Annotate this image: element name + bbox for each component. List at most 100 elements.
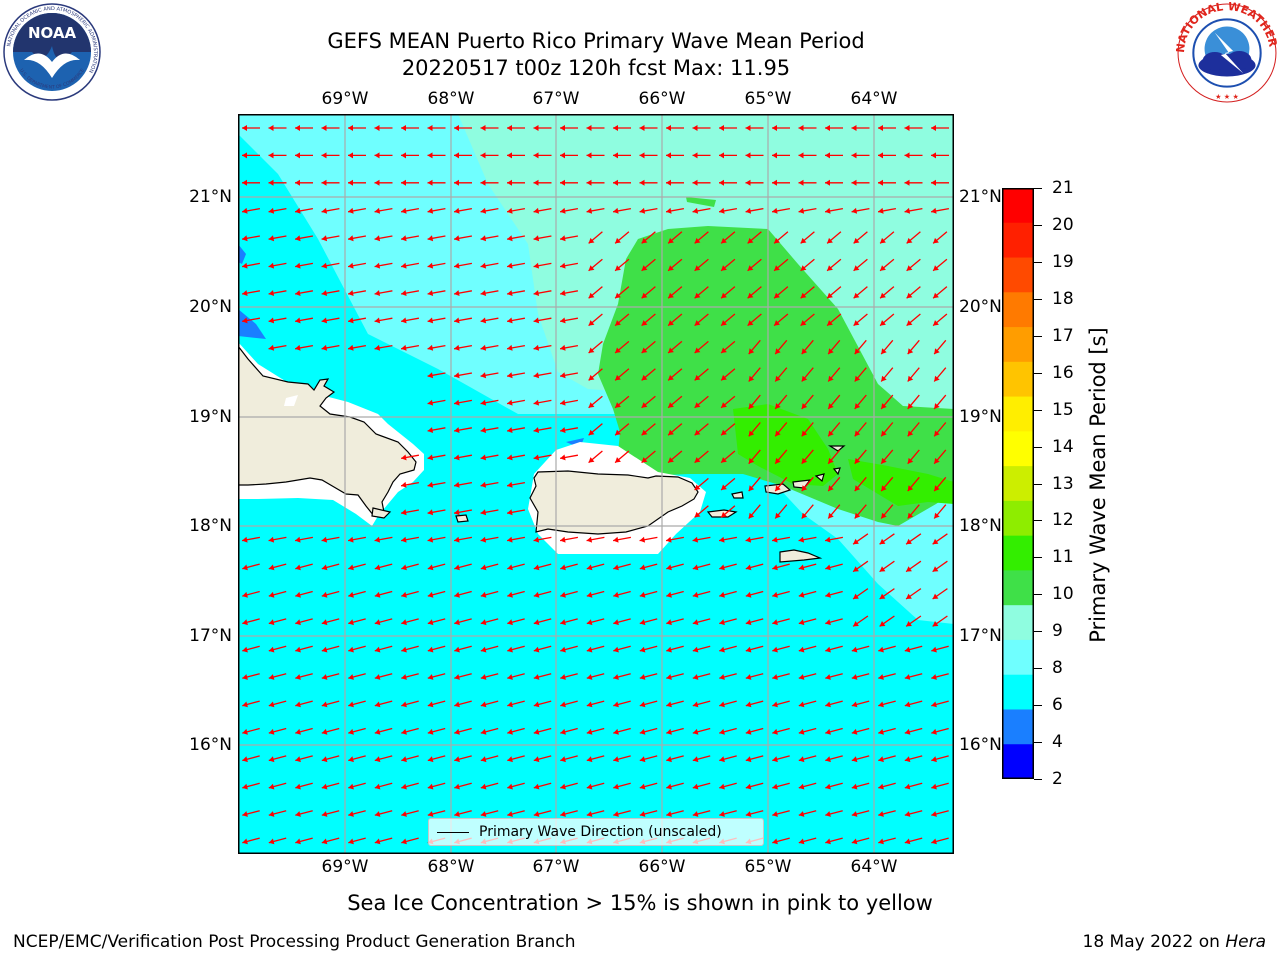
wave-direction-arrowhead bbox=[906, 265, 913, 271]
wave-direction-arrowhead bbox=[827, 237, 833, 244]
wave-direction-arrowhead bbox=[533, 125, 539, 131]
wave-direction-arrowhead bbox=[507, 427, 513, 433]
wave-direction-arrowhead bbox=[401, 125, 406, 131]
wave-direction-arrowhead bbox=[427, 701, 434, 708]
wave-direction-arrowhead bbox=[851, 179, 857, 186]
wave-direction-arrowhead bbox=[507, 454, 513, 461]
wave-direction-arrowhead bbox=[641, 292, 648, 299]
wave-direction-arrowhead bbox=[268, 179, 274, 186]
wave-direction-arrowhead bbox=[825, 591, 831, 598]
lon-label-top: 65°W bbox=[744, 89, 792, 109]
generation-date-text: 18 May 2022 on bbox=[1082, 932, 1226, 952]
wave-direction-arrowhead bbox=[907, 485, 914, 492]
wave-direction-arrowhead bbox=[427, 728, 434, 735]
wave-direction-arrowhead bbox=[533, 536, 540, 543]
wave-direction-arrowhead bbox=[745, 536, 752, 543]
land-st-croix bbox=[779, 549, 823, 563]
wave-direction-arrowhead bbox=[374, 701, 381, 708]
wave-direction-arrowhead bbox=[719, 207, 725, 214]
wave-direction-arrowhead bbox=[772, 207, 778, 214]
noaa-logo-text: NOAA bbox=[28, 24, 77, 42]
wave-direction-arrowhead bbox=[907, 457, 914, 464]
wave-direction-arrowhead bbox=[879, 538, 886, 545]
wave-direction-arrowhead bbox=[798, 674, 805, 680]
wave-direction-arrowhead bbox=[639, 701, 646, 708]
wave-direction-arrowhead bbox=[719, 619, 725, 626]
wave-direction-arrowhead bbox=[613, 728, 619, 735]
wave-direction-arrowhead bbox=[295, 619, 301, 626]
wave-direction-arrowhead bbox=[507, 811, 513, 817]
wave-direction-arrowhead bbox=[772, 564, 778, 571]
colorbar-tick-label: 14 bbox=[1052, 436, 1074, 457]
colorbar-cell bbox=[1002, 188, 1034, 224]
wave-direction-arrowhead bbox=[878, 152, 883, 159]
wave-direction-arrowhead bbox=[721, 429, 727, 436]
wave-direction-arrowhead bbox=[348, 344, 354, 351]
wave-direction-arrowhead bbox=[321, 838, 328, 845]
wave-direction-arrowhead bbox=[533, 179, 539, 186]
wave-direction-arrowhead bbox=[854, 512, 861, 519]
wave-direction-arrowhead bbox=[321, 646, 328, 653]
wave-direction-arrowhead bbox=[560, 728, 566, 735]
wave-direction-arrowhead bbox=[242, 564, 248, 571]
wave-direction-arrowhead bbox=[401, 619, 407, 626]
wave-direction-arrowhead bbox=[931, 783, 937, 790]
wave-direction-arrowhead bbox=[878, 701, 884, 708]
wave-direction-arrowhead bbox=[560, 344, 566, 351]
wave-direction-arrowhead bbox=[931, 756, 937, 763]
wave-direction-arrowhead bbox=[719, 728, 725, 735]
wave-direction-arrowhead bbox=[825, 179, 830, 186]
colorbar-tick-mark bbox=[1034, 261, 1042, 263]
wave-direction-arrowhead bbox=[878, 838, 884, 845]
colorbar-cell bbox=[1002, 222, 1034, 259]
land-puerto-rico bbox=[529, 470, 699, 535]
wave-direction-arrowhead bbox=[507, 536, 513, 543]
wave-direction-arrowhead bbox=[268, 290, 275, 296]
wave-direction-arrowhead bbox=[639, 591, 646, 598]
wave-direction-arrowhead bbox=[745, 619, 752, 626]
wave-direction-arrowhead bbox=[454, 811, 460, 817]
wave-direction-arrowhead bbox=[480, 756, 487, 763]
wave-direction-arrowhead bbox=[666, 674, 672, 680]
wave-direction-arrowhead bbox=[745, 152, 751, 159]
wave-direction-arrowhead bbox=[533, 427, 540, 433]
wave-direction-arrowhead bbox=[668, 347, 674, 353]
wave-direction-arrowhead bbox=[798, 591, 805, 598]
colorbar-cell bbox=[1002, 327, 1034, 363]
wave-direction-arrowhead bbox=[321, 290, 328, 296]
wave-direction-arrowhead bbox=[881, 403, 887, 409]
wave-direction-arrowhead bbox=[374, 811, 381, 817]
wave-direction-arrowhead bbox=[295, 674, 301, 680]
wave-direction-arrowhead bbox=[427, 290, 434, 296]
wave-direction-arrowhead bbox=[881, 430, 887, 437]
wave-direction-arrowhead bbox=[454, 619, 460, 626]
wave-direction-arrowhead bbox=[586, 811, 593, 817]
wave-direction-arrowhead bbox=[348, 591, 354, 598]
wave-direction-arrowhead bbox=[588, 347, 595, 353]
wave-direction-arrowhead bbox=[747, 237, 754, 244]
wave-direction-arrowhead bbox=[772, 756, 778, 763]
wave-direction-arrowhead bbox=[454, 536, 460, 543]
wave-direction-arrowhead bbox=[772, 125, 777, 131]
wave-direction-arrowhead bbox=[851, 783, 858, 790]
colorbar-tick-label: 19 bbox=[1052, 251, 1074, 272]
wave-direction-arrowhead bbox=[904, 701, 911, 708]
wave-direction-arrowhead bbox=[427, 646, 434, 653]
wave-direction-arrowhead bbox=[639, 564, 646, 571]
wave-direction-arrowhead bbox=[694, 511, 701, 518]
wave-direction-arrowhead bbox=[242, 536, 248, 543]
wave-direction-arrowhead bbox=[881, 457, 887, 464]
wave-direction-arrowhead bbox=[692, 701, 699, 708]
wave-direction-arrowhead bbox=[507, 783, 513, 790]
wave-direction-arrowhead bbox=[828, 457, 834, 464]
wave-direction-arrowhead bbox=[825, 125, 830, 131]
wave-direction-arrowhead bbox=[639, 152, 645, 159]
wave-direction-arrowhead bbox=[719, 701, 725, 708]
wave-direction-arrowhead bbox=[851, 674, 858, 680]
colorbar-cell bbox=[1002, 500, 1034, 537]
wave-direction-arrowhead bbox=[904, 646, 911, 653]
wave-direction-arrowhead bbox=[827, 292, 833, 299]
wave-direction-arrowhead bbox=[586, 564, 593, 571]
colorbar-tick-mark bbox=[1034, 483, 1042, 485]
wave-direction-arrowhead bbox=[825, 536, 831, 543]
